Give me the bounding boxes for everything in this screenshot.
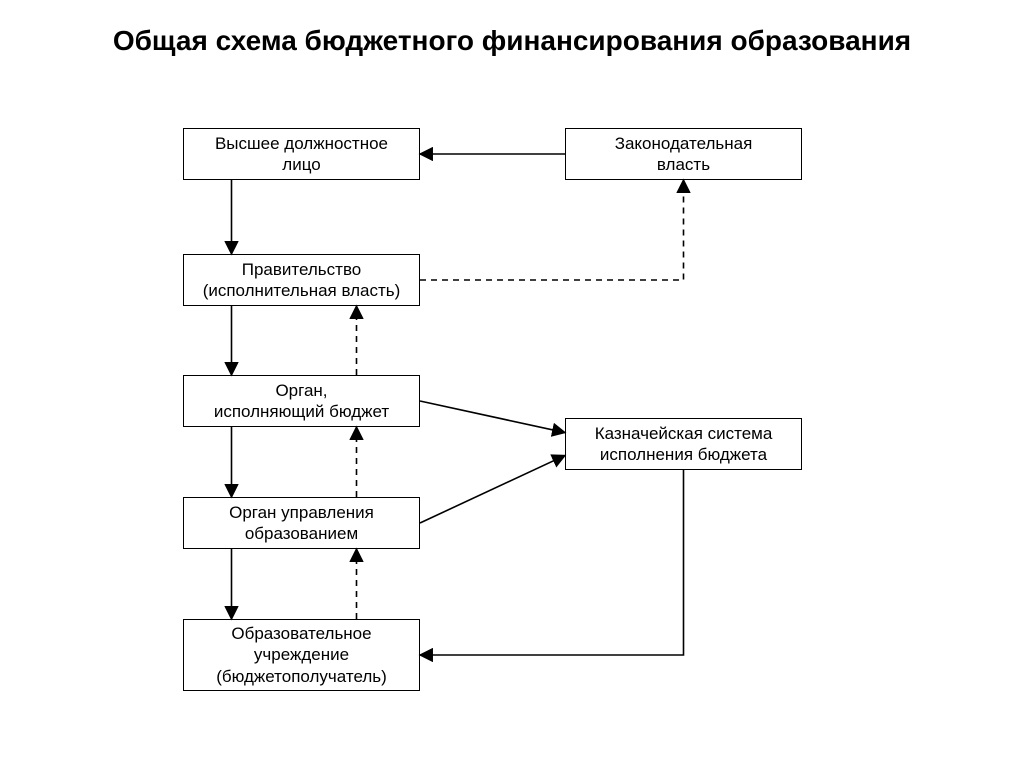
- edges-layer: [0, 0, 1024, 767]
- edge: [420, 470, 684, 655]
- node-senior-official: Высшее должностное лицо: [183, 128, 420, 180]
- edge: [420, 401, 565, 433]
- node-treasury-system: Казначейская система исполнения бюджета: [565, 418, 802, 470]
- node-budget-executor: Орган, исполняющий бюджет: [183, 375, 420, 427]
- edge: [420, 455, 565, 523]
- diagram-canvas: Высшее должностное лицо Законодательная …: [0, 0, 1024, 767]
- edge: [420, 180, 684, 280]
- node-legislative-power: Законодательная власть: [565, 128, 802, 180]
- node-institution: Образовательное учреждение (бюджетополуч…: [183, 619, 420, 691]
- node-education-mgmt: Орган управления образованием: [183, 497, 420, 549]
- node-government: Правительство (исполнительная власть): [183, 254, 420, 306]
